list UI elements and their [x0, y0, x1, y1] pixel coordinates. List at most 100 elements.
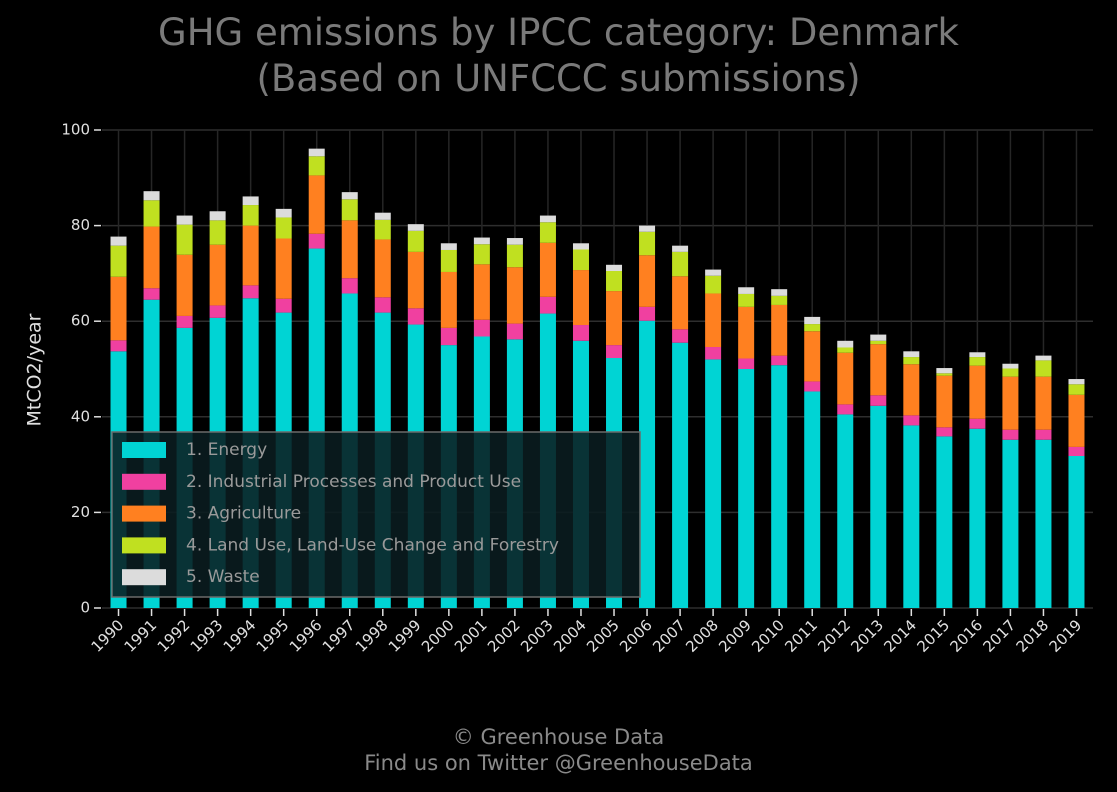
footer-twitter: Find us on Twitter @GreenhouseData — [364, 751, 753, 775]
bar-2017-series-2 — [1002, 429, 1019, 440]
bar-2004-series-4 — [572, 249, 589, 271]
bar-2002-series-4 — [506, 244, 523, 268]
bar-2001-series-2 — [473, 319, 490, 337]
x-tick-label-1996: 1996 — [286, 616, 326, 656]
bar-1999-series-2 — [407, 308, 424, 325]
bar-1990-series-2 — [110, 340, 127, 352]
x-tick-label-2011: 2011 — [781, 616, 821, 656]
bar-2009-series-3 — [738, 306, 755, 359]
bar-1993-series-2 — [209, 305, 226, 318]
stacked-bar-chart: 0 20 40 60 80 100 1990199119921993199419951996… — [24, 121, 1093, 656]
bar-2006-series-2 — [639, 306, 656, 321]
bar-1998-series-5 — [374, 212, 391, 220]
bar-2003-series-4 — [539, 222, 556, 243]
bar-2018-series-3 — [1035, 376, 1052, 430]
x-tick-label-2010: 2010 — [748, 616, 788, 656]
x-tick-label-2018: 2018 — [1013, 616, 1053, 656]
bar-2015-series-3 — [936, 375, 953, 428]
y-tick-label-5: 100 — [61, 121, 90, 139]
bar-1990-series-4 — [110, 245, 127, 277]
bar-2019-series-1 — [1068, 455, 1085, 608]
bar-1996-series-3 — [308, 175, 325, 234]
y-tick-label-3: 60 — [71, 312, 90, 330]
x-tick-label-2009: 2009 — [715, 616, 755, 656]
legend-box — [111, 431, 641, 598]
y-tick-label-1: 20 — [71, 503, 90, 521]
bar-1990-series-3 — [110, 276, 127, 341]
x-tick-label-1999: 1999 — [385, 616, 425, 656]
bar-2006-series-3 — [639, 255, 656, 307]
bar-1995-series-3 — [275, 238, 292, 299]
x-tick-label-1992: 1992 — [154, 616, 194, 656]
bar-2007-series-5 — [672, 245, 689, 252]
bar-2014-series-3 — [903, 364, 920, 416]
bar-1999-series-3 — [407, 251, 424, 309]
bar-2013-series-1 — [870, 405, 887, 608]
x-tick-label-2005: 2005 — [583, 616, 623, 656]
bar-2001-series-5 — [473, 237, 490, 245]
bar-2006-series-5 — [639, 225, 656, 232]
bar-2018-series-2 — [1035, 429, 1052, 440]
bar-2005-series-2 — [606, 345, 623, 359]
x-tick-label-2000: 2000 — [418, 616, 458, 656]
bar-2013-series-3 — [870, 344, 887, 396]
bar-2005-series-4 — [606, 271, 623, 292]
chart-title-line-1: GHG emissions by IPCC category: Denmark — [158, 11, 959, 54]
bar-1999-series-4 — [407, 230, 424, 252]
bar-2019-series-5 — [1068, 379, 1085, 385]
x-tick-label-2016: 2016 — [946, 616, 986, 656]
y-tick-label-4: 80 — [71, 216, 90, 234]
legend-swatch-3 — [122, 505, 166, 522]
bar-2010-series-2 — [771, 355, 788, 366]
x-tick-label-1993: 1993 — [187, 616, 227, 656]
bar-1993-series-4 — [209, 220, 226, 245]
bar-2003-series-2 — [539, 296, 556, 314]
x-tick-label-2013: 2013 — [847, 616, 887, 656]
bar-2005-series-5 — [606, 264, 623, 272]
bar-2014-series-2 — [903, 415, 920, 426]
bar-2004-series-5 — [572, 243, 589, 250]
bar-2008-series-3 — [705, 293, 722, 348]
bar-2011-series-1 — [804, 391, 821, 608]
bar-2010-series-4 — [771, 295, 788, 305]
bar-2006-series-4 — [639, 231, 656, 256]
bar-2017-series-4 — [1002, 368, 1019, 377]
bar-1997-series-3 — [341, 220, 358, 279]
x-tick-label-2017: 2017 — [980, 616, 1020, 656]
bar-2014-series-1 — [903, 425, 920, 608]
legend-swatch-1 — [122, 442, 166, 458]
bar-2017-series-3 — [1002, 376, 1019, 430]
bar-2013-series-2 — [870, 395, 887, 406]
legend-label-5: 5. Waste — [186, 567, 260, 587]
legend: 1. Energy 2. Industrial Processes and Pro… — [111, 431, 641, 598]
x-tick-label-1990: 1990 — [88, 616, 128, 656]
x-tick-label-2003: 2003 — [517, 616, 557, 656]
bar-1993-series-5 — [209, 211, 226, 221]
bar-1992-series-3 — [176, 254, 193, 316]
bar-2019-series-4 — [1068, 384, 1085, 395]
x-tick-label-1994: 1994 — [220, 616, 260, 656]
bar-2011-series-4 — [804, 324, 821, 332]
bar-2014-series-4 — [903, 357, 920, 365]
bar-2009-series-2 — [738, 358, 755, 369]
bar-2010-series-1 — [771, 365, 788, 608]
bar-1995-series-4 — [275, 217, 292, 239]
x-tick-label-1991: 1991 — [121, 616, 161, 656]
bar-2007-series-2 — [672, 329, 689, 343]
bar-2002-series-5 — [506, 238, 523, 245]
bar-2010-series-3 — [771, 304, 788, 356]
bar-2004-series-3 — [572, 270, 589, 326]
bar-2015-series-1 — [936, 436, 953, 608]
bar-2016-series-2 — [969, 418, 986, 429]
bar-2012-series-3 — [837, 352, 854, 405]
bar-1997-series-2 — [341, 278, 358, 294]
bar-2000-series-5 — [440, 243, 457, 250]
bar-2000-series-3 — [440, 271, 457, 328]
bar-2007-series-4 — [672, 251, 689, 277]
bar-2008-series-2 — [705, 347, 722, 360]
x-tick-label-2012: 2012 — [814, 616, 854, 656]
bar-2013-series-5 — [870, 334, 887, 341]
legend-swatch-2 — [122, 473, 166, 490]
bar-2007-series-1 — [672, 342, 689, 608]
bar-2004-series-2 — [572, 325, 589, 341]
